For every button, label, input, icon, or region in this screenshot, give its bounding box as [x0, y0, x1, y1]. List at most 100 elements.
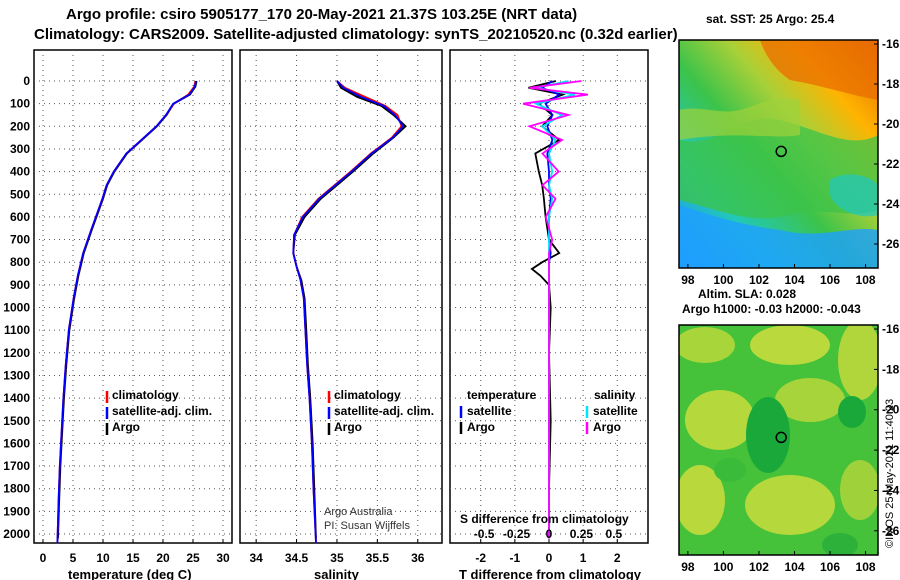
legend-t-satellite: satellite — [467, 404, 512, 418]
map-x-tick-label: 102 — [749, 560, 769, 574]
map-x-tick-label: 100 — [713, 273, 733, 287]
y-tick-label: 1700 — [3, 459, 30, 473]
y-tick-label: 900 — [10, 278, 30, 292]
legend-satellite-s: satellite-adj. clim. — [334, 404, 434, 418]
map-y-tick-label: -18 — [882, 362, 900, 376]
difference-legend: temperature satellite Argo salinity sate… — [459, 388, 638, 434]
x-tick-label: 34 — [249, 551, 263, 565]
sla-map-title: Altim. SLA: 0.028 — [698, 287, 796, 301]
sst-map-title: sat. SST: 25 Argo: 25.4 — [706, 12, 835, 26]
map-x-tick-label: 98 — [681, 560, 695, 574]
legend-s-satellite: satellite — [593, 404, 638, 418]
y-tick-label: 0 — [23, 74, 30, 88]
credit-line-2: PI: Susan Wijffels — [324, 520, 410, 532]
y-tick-label: 800 — [10, 255, 30, 269]
map-x-tick-label: 108 — [856, 273, 876, 287]
legend-salinity-title: salinity — [594, 388, 636, 402]
x-tick-label: 34.5 — [285, 551, 309, 565]
map-x-tick-label: 102 — [749, 273, 769, 287]
sst-map: sat. SST: 25 Argo: 25.4 98 100 102 104 106 10… — [678, 12, 900, 287]
sla-map: Altim. SLA: 0.028 Argo h1000: -0.03 h200… — [678, 287, 900, 574]
header-line-1: Argo profile: csiro 5905177_170 20-May-2… — [66, 6, 578, 23]
series-satellite-adj-clim- — [292, 80, 405, 544]
x-tick-label: -1 — [510, 551, 521, 565]
sla-map-subtitle: Argo h1000: -0.03 h2000: -0.043 — [682, 302, 861, 316]
map-y-tick-label: -24 — [882, 483, 900, 497]
x-tick-label: 36 — [411, 551, 425, 565]
map-y-tick-label: -20 — [882, 403, 900, 417]
y-tick-label: 700 — [10, 233, 30, 247]
map-x-tick-label: 106 — [820, 273, 840, 287]
x-tick-label: -2 — [475, 551, 486, 565]
legend-argo-s: Argo — [334, 420, 362, 434]
sla-argo-marker — [775, 431, 787, 444]
map-x-tick-label: 106 — [820, 560, 840, 574]
x-tick-label: 35 — [330, 551, 344, 565]
x-tick-label: 35.5 — [366, 551, 390, 565]
series-salinity-argo — [522, 80, 589, 539]
map-y-tick-label: -18 — [882, 77, 900, 91]
x-tick-label: 30 — [216, 551, 230, 565]
y-tick-label: 1100 — [4, 323, 30, 337]
y-tick-label: 1200 — [3, 346, 30, 360]
legend-t-argo: Argo — [467, 420, 495, 434]
map-x-tick-label: 98 — [681, 273, 695, 287]
x-tick-label: 1 — [580, 551, 587, 565]
y-tick-label: 300 — [10, 142, 30, 156]
x-tick-label: 2 — [614, 551, 621, 565]
x2-tick-label: 0 — [546, 527, 553, 541]
map-x-tick-label: 104 — [784, 273, 804, 287]
y-tick-label: 1600 — [3, 436, 30, 450]
y-tick-label: 100 — [10, 97, 30, 111]
y-tick-label: 600 — [10, 210, 30, 224]
map-y-tick-label: -20 — [882, 117, 900, 131]
temperature-xlabel: temperature (deg C) — [68, 567, 192, 580]
map-y-tick-label: -22 — [882, 157, 900, 171]
map-y-tick-label: -16 — [882, 37, 900, 51]
sst-argo-marker — [775, 145, 787, 158]
x2-tick-label: 0.5 — [606, 527, 623, 541]
map-x-tick-label: 108 — [856, 560, 876, 574]
y-tick-label: 1800 — [3, 482, 30, 496]
legend-climatology-s: climatology — [334, 388, 401, 402]
y-tick-label: 500 — [10, 187, 30, 201]
legend-climatology-t: climatology — [112, 388, 179, 402]
y-tick-label: 2000 — [3, 527, 30, 541]
credit-line-1: Argo Australia — [324, 506, 393, 518]
y-tick-label: 400 — [10, 165, 30, 179]
s-difference-label: S difference from climatology — [460, 512, 629, 526]
x2-tick-label: -0.25 — [503, 527, 531, 541]
legend-argo-t: Argo — [112, 420, 140, 434]
legend-temperature-title: temperature — [467, 388, 537, 402]
y-tick-label: 1900 — [3, 504, 30, 518]
x-tick-label: 10 — [96, 551, 110, 565]
series-satellite-adj-clim- — [56, 80, 197, 544]
legend-satellite-t: satellite-adj. clim. — [112, 404, 212, 418]
map-y-tick-label: -22 — [882, 443, 900, 457]
y-tick-label: 200 — [10, 119, 30, 133]
temperature-panel: 0 5 10 15 20 25 300100200300400500600700800900… — [3, 49, 233, 580]
t-difference-xlabel: T difference from climatology — [459, 567, 642, 580]
temperature-legend: climatology satellite-adj. clim. Argo — [105, 388, 212, 435]
x-tick-label: 25 — [186, 551, 200, 565]
imos-stamp: ©IMOS 25-May-2021 11:40:23 — [884, 399, 896, 548]
salinity-legend: climatology satellite-adj. clim. Argo — [327, 388, 434, 435]
salinity-xlabel: salinity — [314, 567, 360, 580]
map-y-tick-label: -24 — [882, 197, 900, 211]
difference-panel: -2 -1 0 1 2 -0.5 -0.25 0 0.25 0.5 S difference fr… — [449, 49, 649, 580]
y-tick-label: 1000 — [3, 301, 30, 315]
map-y-tick-label: -16 — [882, 322, 900, 336]
x-tick-label: 5 — [70, 551, 77, 565]
x2-tick-label: -0.5 — [474, 527, 495, 541]
legend-s-argo: Argo — [593, 420, 621, 434]
y-tick-label: 1400 — [3, 391, 30, 405]
x2-tick-label: 0.25 — [570, 527, 594, 541]
map-y-tick-label: -26 — [882, 524, 900, 538]
y-tick-label: 1300 — [3, 368, 30, 382]
x-tick-label: 20 — [156, 551, 170, 565]
x-tick-label: 15 — [126, 551, 140, 565]
y-tick-label: 1500 — [3, 414, 30, 428]
x-tick-label: 0 — [546, 551, 553, 565]
map-y-tick-label: -26 — [882, 237, 900, 251]
